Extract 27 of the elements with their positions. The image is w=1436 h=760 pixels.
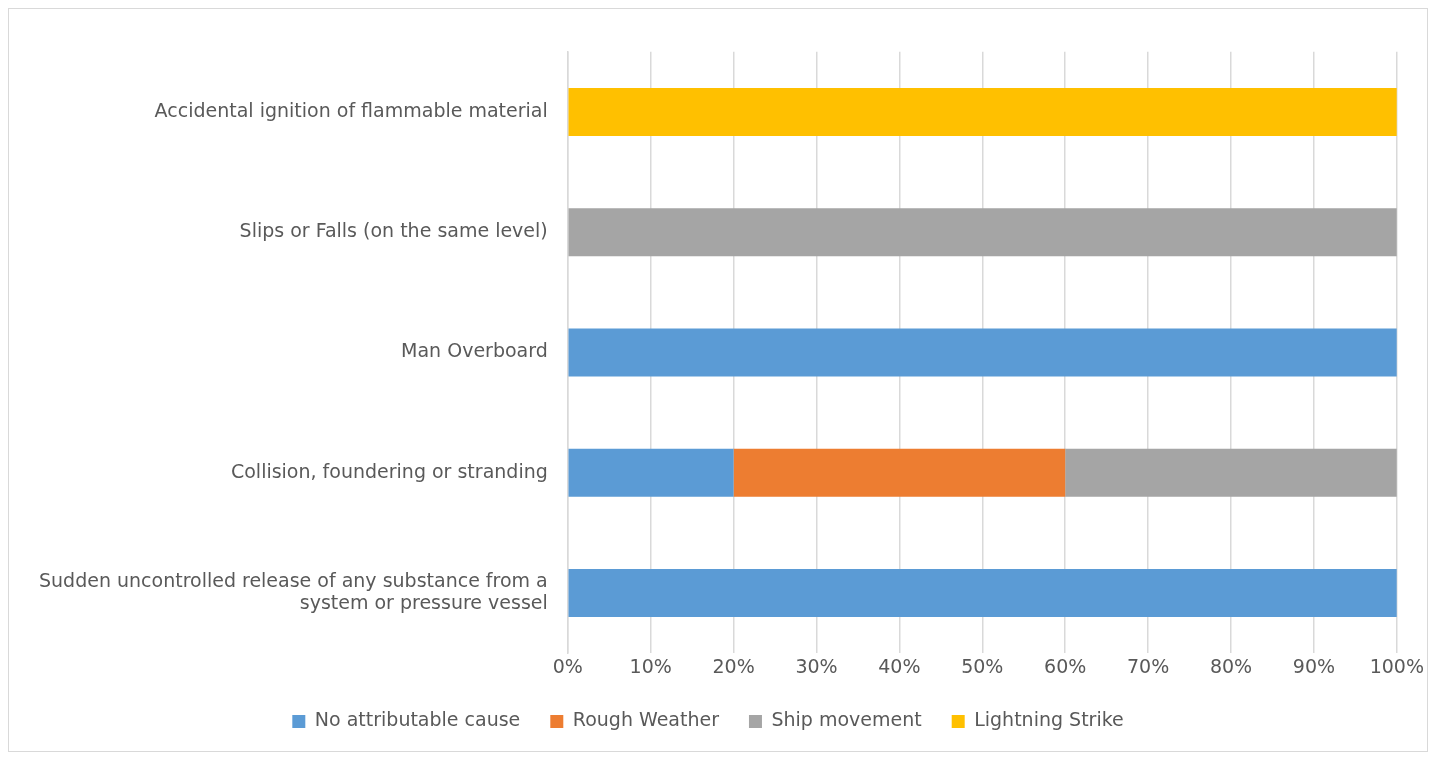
x-tick-label: 0% (552, 654, 583, 677)
bar (568, 328, 1397, 377)
bar (568, 569, 1397, 618)
bar (568, 448, 734, 497)
y-tick-label: Slips or Falls (on the same level) (239, 219, 548, 242)
legend-label: Ship movement (771, 708, 922, 731)
x-tick-label: 80% (1209, 654, 1253, 677)
legend-label: No attributable cause (314, 708, 521, 731)
x-tick-label: 100% (1369, 654, 1424, 677)
y-tick-label: Sudden uncontrolled release of any substance from a system or pressure vessel (38, 568, 548, 614)
bar (568, 87, 1397, 136)
y-tick-label: Man Overboard (401, 339, 548, 362)
y-tick-label: Accidental ignition of flammable material (154, 98, 548, 121)
x-tick-label: 20% (712, 654, 755, 677)
x-tick-label: 50% (961, 654, 1004, 677)
x-tick-label: 90% (1292, 654, 1336, 677)
bar (1065, 448, 1397, 497)
bar (733, 448, 1066, 497)
legend-label: Lightning Strike (974, 708, 1124, 731)
x-tick-label: 10% (629, 654, 672, 677)
x-tick-label: 60% (1044, 654, 1087, 677)
x-tick-label: 40% (878, 654, 921, 677)
x-tick-label: 70% (1127, 654, 1170, 677)
legend-label: Rough Weather (572, 708, 720, 731)
bar (568, 208, 1397, 257)
y-tick-label: Collision, foundering or stranding (230, 459, 548, 482)
x-tick-label: 30% (795, 654, 838, 677)
